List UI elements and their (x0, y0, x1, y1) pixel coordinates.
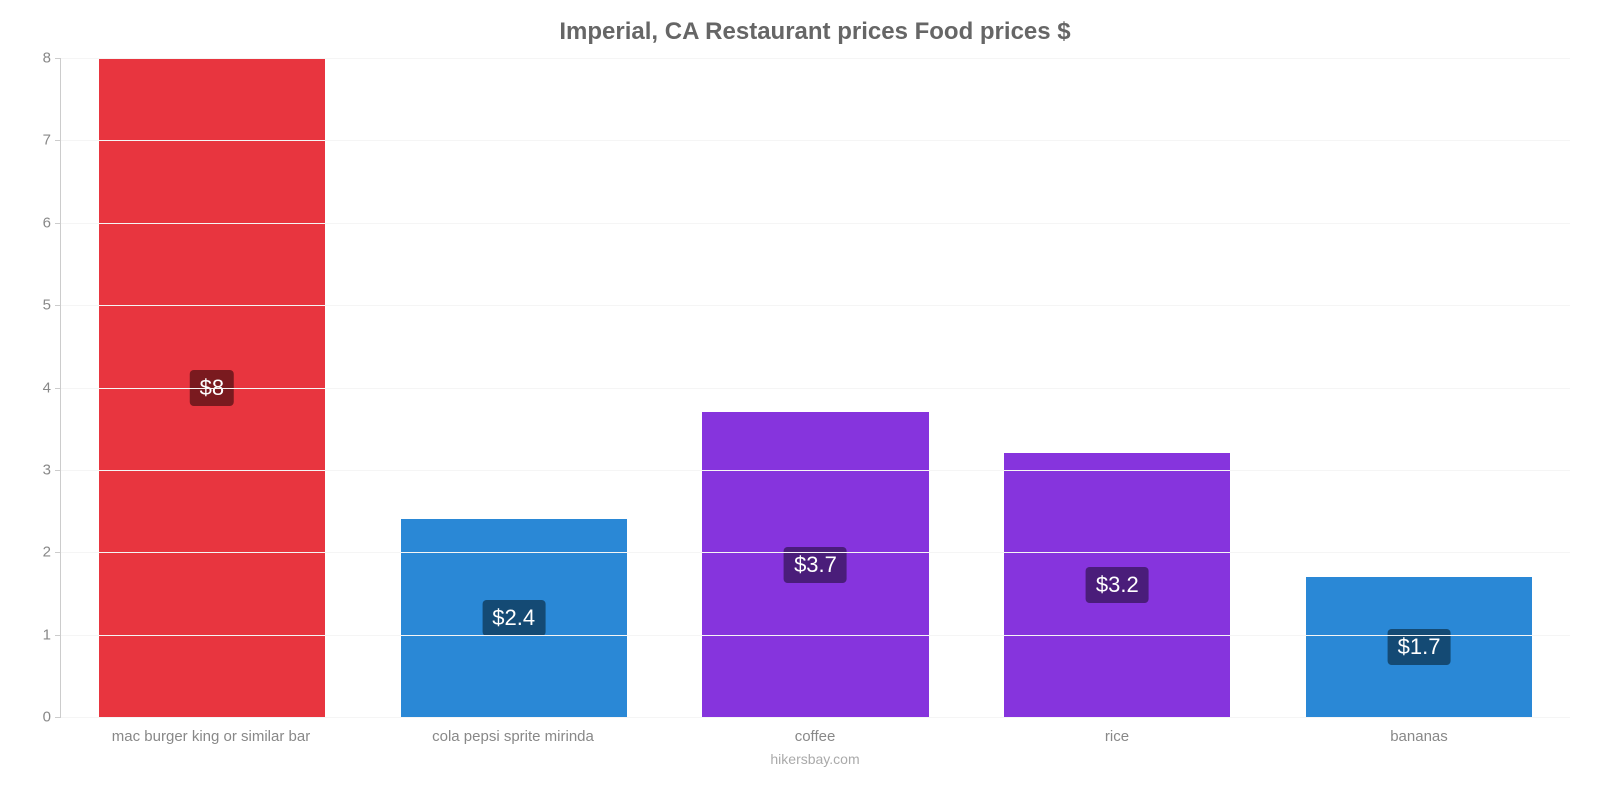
bar: $3.2 (1004, 453, 1230, 717)
y-tick-label: 5 (21, 297, 51, 314)
y-tick-mark (55, 140, 61, 141)
y-tick-mark (55, 470, 61, 471)
x-tick-label: coffee (664, 728, 966, 745)
gridline (61, 58, 1570, 59)
y-tick-label: 4 (21, 379, 51, 396)
chart-container: Imperial, CA Restaurant prices Food pric… (0, 0, 1600, 800)
y-tick-mark (55, 552, 61, 553)
y-tick-label: 6 (21, 214, 51, 231)
gridline (61, 635, 1570, 636)
y-tick-label: 7 (21, 132, 51, 149)
gridline (61, 470, 1570, 471)
y-tick-mark (55, 58, 61, 59)
y-tick-mark (55, 635, 61, 636)
gridline (61, 140, 1570, 141)
x-tick-label: rice (966, 728, 1268, 745)
y-tick-label: 2 (21, 544, 51, 561)
bar: $1.7 (1306, 577, 1532, 717)
y-tick-label: 8 (21, 50, 51, 67)
x-tick-label: bananas (1268, 728, 1570, 745)
gridline (61, 223, 1570, 224)
y-tick-mark (55, 305, 61, 306)
chart-title: Imperial, CA Restaurant prices Food pric… (60, 10, 1570, 58)
plot-area: $8$2.4$3.7$3.2$1.7 012345678 (60, 58, 1570, 718)
bar: $3.7 (702, 412, 928, 717)
y-tick-mark (55, 388, 61, 389)
y-tick-label: 3 (21, 461, 51, 478)
x-tick-label: mac burger king or similar bar (60, 728, 362, 745)
y-tick-label: 1 (21, 626, 51, 643)
y-tick-mark (55, 717, 61, 718)
gridline (61, 388, 1570, 389)
y-tick-label: 0 (21, 709, 51, 726)
gridline (61, 717, 1570, 718)
y-tick-mark (55, 223, 61, 224)
credit-text: hikersbay.com (60, 751, 1570, 767)
x-tick-label: cola pepsi sprite mirinda (362, 728, 664, 745)
value-badge: $3.2 (1086, 567, 1149, 603)
gridline (61, 305, 1570, 306)
value-badge: $2.4 (482, 600, 545, 636)
gridline (61, 552, 1570, 553)
x-axis-labels: mac burger king or similar barcola pepsi… (60, 728, 1570, 745)
bar: $2.4 (401, 519, 627, 717)
